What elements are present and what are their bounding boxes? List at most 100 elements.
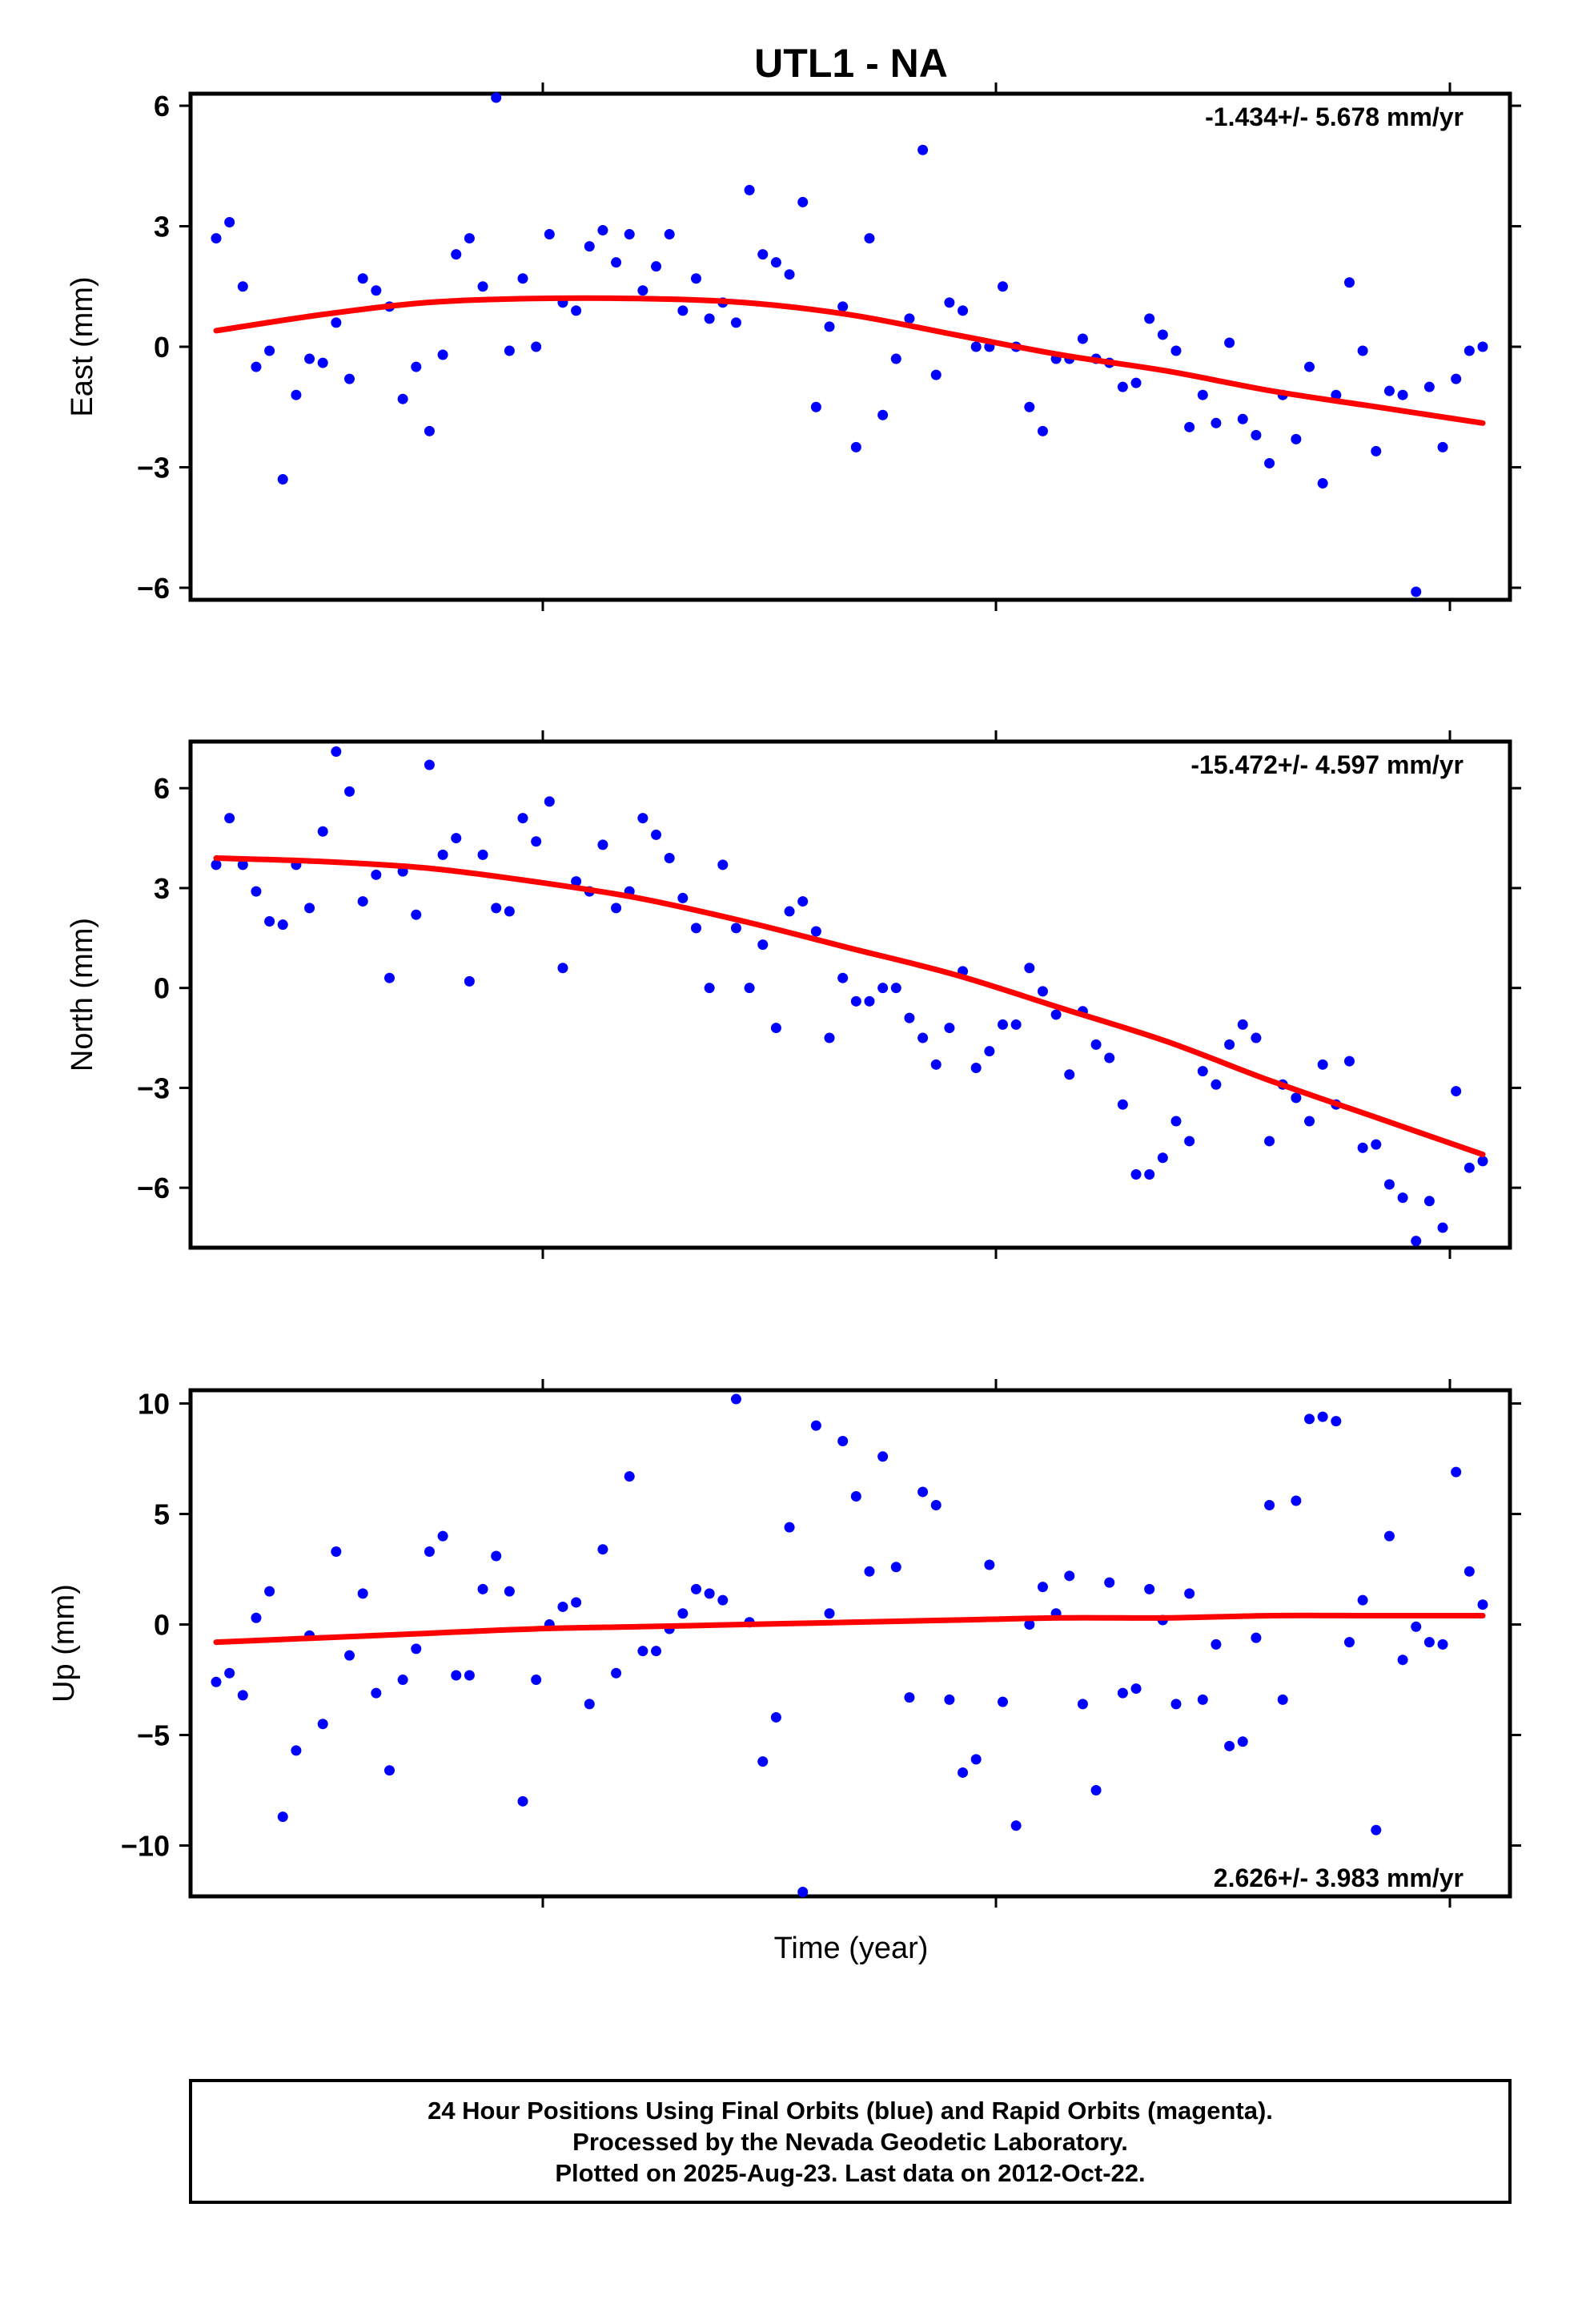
- north-data-point: [451, 833, 462, 844]
- east-data-point: [1117, 381, 1128, 392]
- east-data-point: [890, 353, 901, 364]
- north-data-point: [1010, 1019, 1022, 1030]
- north-ytick-label: 6: [154, 772, 170, 805]
- east-fit-line: [213, 295, 1486, 426]
- north-data-point: [1224, 1039, 1235, 1050]
- north-data-point: [464, 975, 475, 987]
- east-data-point: [1184, 421, 1195, 432]
- east-data-point: [930, 369, 942, 380]
- east-data-point: [837, 301, 849, 312]
- north-data-point: [824, 1032, 835, 1043]
- north-data-point: [930, 1059, 942, 1070]
- up-data-point: [797, 1886, 809, 1897]
- north-data-point: [917, 1032, 929, 1043]
- up-data-point: [930, 1500, 942, 1511]
- east-data-point: [958, 305, 969, 316]
- north-fit-line: [213, 855, 1486, 1158]
- east-data-point: [797, 196, 809, 207]
- up-data-point: [877, 1451, 889, 1462]
- north-data-point: [998, 1019, 1009, 1030]
- north-data-point: [651, 829, 662, 840]
- north-ytick-label: 3: [154, 872, 170, 905]
- up-data-point: [411, 1643, 422, 1655]
- north-data-point: [1451, 1086, 1462, 1097]
- north-data-point: [1383, 1179, 1395, 1190]
- north-y-axis-label: North (mm): [66, 918, 99, 1072]
- east-data-point: [1437, 441, 1448, 452]
- east-data-point: [1397, 389, 1408, 400]
- north-data-point: [944, 1023, 955, 1034]
- north-data-point: [730, 923, 741, 934]
- up-data-point: [464, 1670, 475, 1681]
- north-data-point: [837, 972, 849, 983]
- up-data-point: [1130, 1683, 1142, 1695]
- north-data-point: [1371, 1139, 1382, 1150]
- north-data-point: [1477, 1156, 1488, 1167]
- up-data-point: [1184, 1588, 1195, 1599]
- up-data-point: [491, 1550, 502, 1562]
- north-data-point: [371, 869, 382, 880]
- north-rate-label: -15.472+/- 4.597 mm/yr: [1191, 750, 1464, 779]
- north-data-point: [1024, 963, 1035, 974]
- up-data-point: [837, 1435, 849, 1446]
- up-data-point: [1464, 1566, 1475, 1577]
- up-data-point: [1357, 1594, 1368, 1606]
- north-frame: [188, 739, 1512, 1250]
- east-data-point: [1304, 361, 1315, 372]
- footer-line-3: Plotted on 2025-Aug-23. Last data on 201…: [555, 2159, 1145, 2187]
- east-data-point: [1477, 341, 1488, 352]
- east-data-point: [571, 305, 582, 316]
- north-data-point: [1170, 1116, 1182, 1127]
- east-data-point: [1197, 389, 1208, 400]
- east-data-point: [411, 361, 422, 372]
- up-data-point: [784, 1522, 795, 1533]
- footer-box: [189, 2079, 1512, 2204]
- east-data-point: [277, 474, 288, 485]
- east-data-point: [1024, 401, 1035, 412]
- east-data-point: [1451, 373, 1462, 384]
- east-data-point: [1224, 337, 1235, 348]
- east-data-point: [637, 285, 648, 296]
- east-data-point: [357, 273, 368, 284]
- east-data-point: [424, 425, 435, 436]
- east-data-point: [1411, 586, 1422, 597]
- up-data-point: [998, 1696, 1009, 1707]
- north-data-point: [557, 963, 568, 974]
- north-data-point: [611, 903, 622, 914]
- up-data-point: [504, 1586, 515, 1597]
- east-data-point: [864, 233, 875, 244]
- up-data-point: [958, 1767, 969, 1778]
- up-data-point: [651, 1646, 662, 1657]
- up-data-point: [397, 1675, 408, 1686]
- north-data-point: [1064, 1069, 1075, 1080]
- up-data-point: [1304, 1413, 1315, 1425]
- east-data-point: [531, 341, 542, 352]
- east-data-point: [664, 229, 675, 240]
- east-data-point: [677, 305, 689, 316]
- east-data-point: [237, 281, 248, 292]
- east-data-point: [1130, 377, 1142, 388]
- up-ytick-label: 10: [138, 1388, 170, 1421]
- north-data-point: [1050, 1009, 1062, 1020]
- north-data-point: [571, 876, 582, 887]
- north-data-point: [1264, 1136, 1275, 1147]
- east-data-point: [744, 184, 755, 195]
- north-data-point: [1037, 986, 1048, 997]
- up-data-point: [717, 1594, 729, 1606]
- up-data-point: [531, 1675, 542, 1686]
- up-data-point: [730, 1393, 741, 1405]
- up-data-point: [1383, 1530, 1395, 1542]
- up-data-point: [1010, 1820, 1022, 1831]
- east-data-point: [970, 341, 982, 352]
- east-data-point: [824, 321, 835, 332]
- east-rate-label: -1.434+/- 5.678 mm/yr: [1205, 103, 1464, 131]
- north-data-point: [757, 939, 769, 951]
- east-data-point: [1037, 425, 1048, 436]
- north-data-point: [597, 839, 608, 850]
- up-data-point: [1423, 1637, 1435, 1648]
- up-data-point: [1237, 1736, 1248, 1747]
- up-data-point: [1170, 1699, 1182, 1710]
- up-ytick-label: 5: [154, 1498, 170, 1531]
- north-data-point: [357, 896, 368, 907]
- up-data-point: [1411, 1621, 1422, 1632]
